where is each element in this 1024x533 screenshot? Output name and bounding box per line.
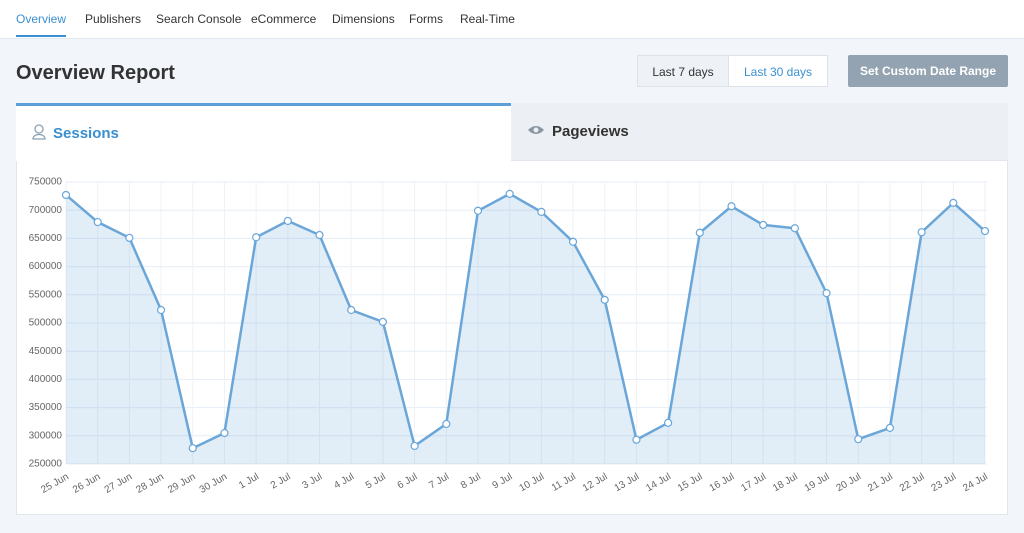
x-tick-label: 25 Jun [39, 471, 71, 496]
point [822, 289, 831, 298]
nav-item[interactable]: Publishers [85, 12, 142, 26]
y-tick-label: 300000 [29, 430, 63, 441]
nav-bar: Overview Publishers Search Console eComm… [0, 0, 1024, 39]
point [347, 305, 356, 315]
custom-range-button[interactable]: Set Custom Date Range [848, 55, 1008, 87]
nav-item[interactable]: Overview [16, 12, 67, 37]
x-tick-label: 29 Jun [166, 471, 198, 496]
x-tick-label: 7 Jul [427, 471, 451, 491]
x-tick-label: 13 Jul [613, 471, 642, 494]
y-tick-label: 250000 [29, 459, 63, 470]
point [378, 317, 387, 326]
x-tick-label: 12 Jul [581, 471, 610, 494]
page-title: Overview Report [16, 62, 175, 84]
x-tick-label: 9 Jul [491, 471, 515, 491]
point [473, 206, 483, 215]
point [156, 305, 166, 315]
chart: 250000 300000 350000 400000 450000 500000 5500… [29, 177, 990, 496]
point [695, 228, 704, 237]
line [65, 192, 986, 451]
y-tick-label: 600000 [29, 261, 63, 272]
x-tick-label: 22 Jul [898, 471, 927, 494]
x-tick-label: 15 Jul [676, 471, 705, 494]
user-icon [32, 124, 46, 140]
y-tick-label: 400000 [29, 374, 63, 385]
x-tick-label: 11 Jul [550, 471, 578, 494]
x-tick-label: 20 Jul [834, 471, 863, 494]
x-tick-label: 14 Jul [644, 471, 673, 494]
x-tick-label: 10 Jul [518, 471, 547, 494]
point [790, 224, 799, 233]
point [252, 233, 261, 242]
point [188, 444, 197, 453]
x-tick-label: 28 Jun [134, 471, 166, 496]
x-tick-label: 5 Jul [364, 471, 388, 491]
x-tick-label: 24 Jul [961, 471, 990, 494]
point [537, 207, 546, 216]
nav-item[interactable]: Dimensions [332, 12, 395, 26]
point [283, 216, 292, 226]
nav-item[interactable]: Real-Time [460, 12, 515, 26]
y-tick-label: 750000 [29, 177, 63, 188]
x-tick-label: 3 Jul [301, 471, 325, 491]
point [759, 220, 768, 229]
point [125, 233, 134, 242]
tab-label: Sessions [53, 125, 119, 142]
tab-active[interactable]: Sessions [16, 103, 511, 161]
point [949, 198, 958, 207]
point [442, 419, 451, 429]
y-tick-label: 450000 [29, 346, 63, 357]
range-button[interactable]: Last 30 days [728, 55, 828, 87]
point [632, 435, 641, 444]
eye-icon [528, 126, 544, 134]
range-button[interactable]: Last 7 days [637, 55, 729, 87]
point [220, 428, 229, 438]
nav-item[interactable]: Search Console [156, 12, 242, 26]
x-tick-label: 21 Jul [866, 471, 895, 494]
tab-label: Pageviews [552, 123, 629, 140]
y-tick-label: 700000 [29, 205, 63, 216]
point [568, 237, 578, 246]
x-tick-label: 30 Jun [198, 471, 230, 496]
y-tick-label: 550000 [29, 289, 63, 300]
point [61, 190, 71, 200]
x-tick-label: 6 Jul [396, 471, 420, 491]
x-tick-label: 8 Jul [459, 471, 483, 491]
point [93, 217, 102, 227]
x-tick-label: 16 Jul [708, 471, 737, 494]
x-tick-label: 2 Jul [269, 471, 293, 491]
x-tick-label: 23 Jul [930, 471, 959, 494]
nav-item[interactable]: eCommerce [251, 12, 317, 26]
x-tick-label: 1 Jul [237, 471, 261, 491]
y-tick-label: 350000 [29, 402, 63, 413]
x-tick-label: 17 Jul [739, 471, 768, 494]
x-tick-label: 27 Jun [103, 471, 135, 496]
point [885, 423, 895, 433]
point [917, 228, 926, 237]
point [410, 441, 419, 451]
point [315, 230, 324, 240]
nav-item[interactable]: Forms [409, 12, 443, 26]
area-fill [66, 193, 985, 464]
x-tick-label: 18 Jul [771, 471, 800, 494]
y-tick-label: 650000 [29, 233, 63, 244]
x-tick-label: 19 Jul [803, 471, 832, 494]
x-tick-label: 4 Jul [332, 471, 356, 491]
x-tick-label: 26 Jun [71, 471, 103, 496]
point [727, 202, 736, 211]
point [854, 435, 863, 444]
point [664, 418, 673, 427]
point [980, 226, 990, 236]
point [600, 295, 609, 304]
point [505, 189, 514, 198]
chart-panel [16, 103, 1008, 515]
tab[interactable]: Pageviews [511, 103, 1008, 161]
y-tick-label: 500000 [29, 318, 63, 329]
